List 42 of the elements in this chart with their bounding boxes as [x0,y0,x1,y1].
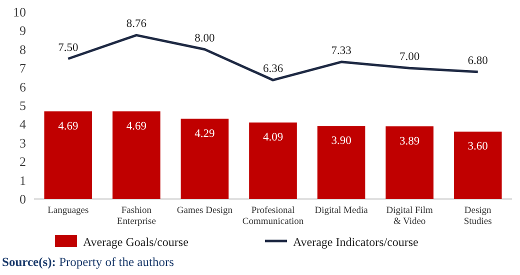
y-tick-label: 7 [20,60,26,76]
data-label: 3.90 [331,135,352,148]
y-tick-label: 9 [20,23,26,38]
x-tick-label: Digital Media [314,206,369,216]
data-label: 4.69 [126,120,147,132]
bar [112,111,160,199]
y-tick-label: 8 [20,42,26,57]
bar [44,111,92,199]
data-label: 4.69 [58,120,78,132]
x-tick-label: Profesional Communication [242,206,304,227]
data-label: 4.09 [262,132,284,144]
data-label: 6.80 [468,54,488,67]
x-tick-label: Fashion Enterprise [116,206,156,227]
bar [317,126,366,199]
y-tick-label: 4 [20,116,26,132]
y-tick-label: 6 [20,79,26,94]
x-tick-label: Design Studies [464,206,492,227]
y-tick-label: 10 [13,4,26,20]
bar [386,126,434,199]
x-tick-label: Digital Film & Video [386,206,434,227]
data-label: 6.36 [262,63,284,76]
data-label: 3.60 [468,140,488,153]
legend-label: Average Indicators/course [293,235,418,249]
data-label: 8.00 [194,32,216,44]
x-tick-label: Languages [48,206,90,216]
bar [454,132,502,199]
y-tick-label: 2 [20,154,26,170]
data-label: 7.00 [400,51,420,64]
y-tick-label: 0 [20,192,26,206]
data-label: 3.89 [400,135,420,148]
legend-label: Average Goals/course [83,235,188,249]
data-label: 7.50 [58,42,78,54]
source-note: Source(s): Property of the authors [2,255,174,269]
y-tick-label: 5 [20,98,26,113]
bar [180,118,229,199]
data-label: 7.33 [331,44,352,57]
data-label: 4.29 [194,128,216,140]
x-tick-label: Games Design [176,206,233,216]
bar [249,122,297,199]
data-label: 8.76 [126,18,147,30]
y-tick-label: 1 [20,172,26,188]
y-tick-label: 3 [20,135,26,150]
